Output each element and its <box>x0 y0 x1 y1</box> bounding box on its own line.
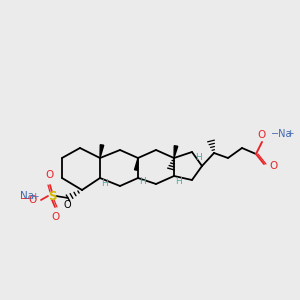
Text: H: H <box>140 178 146 187</box>
Text: −: − <box>21 194 30 204</box>
Text: O: O <box>269 161 277 171</box>
Polygon shape <box>100 145 104 158</box>
Text: O: O <box>52 212 60 222</box>
Text: O: O <box>63 200 71 210</box>
Text: H: H <box>175 176 182 185</box>
Polygon shape <box>174 146 178 158</box>
Text: O: O <box>29 195 37 205</box>
Text: Na: Na <box>20 191 34 201</box>
Text: H: H <box>196 152 202 161</box>
Text: H: H <box>100 178 107 188</box>
Text: O: O <box>45 170 53 180</box>
Text: O: O <box>257 130 265 140</box>
Text: +: + <box>286 129 293 138</box>
Text: S: S <box>48 190 56 202</box>
Text: +: + <box>31 192 38 201</box>
Text: −Na: −Na <box>271 129 292 139</box>
Polygon shape <box>134 158 138 170</box>
